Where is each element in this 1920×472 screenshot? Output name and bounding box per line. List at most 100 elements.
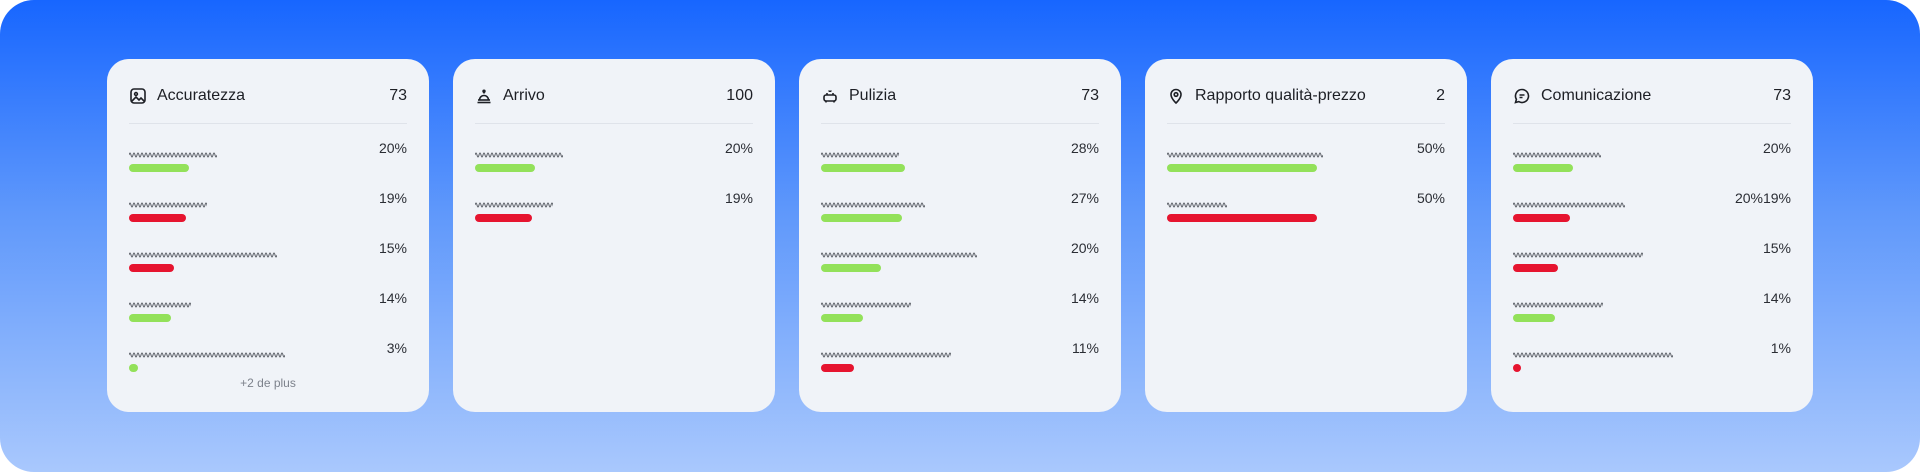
rating-row: 20% xyxy=(128,140,407,190)
redacted-label xyxy=(1166,196,1228,208)
rating-card-arrivo: Arrivo 100 20% 19% xyxy=(453,59,775,412)
card-score: 100 xyxy=(726,87,753,104)
card-score: 73 xyxy=(389,87,407,104)
row-percentage: 19% xyxy=(378,190,407,206)
row-bar xyxy=(821,314,863,322)
more-link[interactable]: +2 de plus xyxy=(240,376,296,390)
rating-card-rapporto-qualità-prezzo: Rapporto qualità-prezzo 2 50% 50% xyxy=(1145,59,1467,412)
redacted-label xyxy=(820,196,926,208)
row-percentage: 50% xyxy=(1416,140,1445,156)
row-bar xyxy=(1513,364,1521,372)
redacted-label xyxy=(820,146,902,158)
row-bar xyxy=(129,164,189,172)
row-percentage: 20% xyxy=(1070,240,1099,256)
redacted-label xyxy=(474,146,564,158)
rating-cards: Accuratezza 73 20% 19% 15% 14% 3% +2 de plus Arr… xyxy=(107,59,1813,412)
row-bar xyxy=(1513,214,1570,222)
redacted-label xyxy=(1512,146,1602,158)
rating-row: 20%19% xyxy=(1512,190,1791,240)
rating-row: 1% xyxy=(1512,340,1791,390)
rating-row: 11% xyxy=(820,340,1099,390)
row-bar xyxy=(821,264,881,272)
row-bar xyxy=(821,214,902,222)
redacted-label xyxy=(820,296,914,308)
rating-row: 20% xyxy=(820,240,1099,290)
row-percentage: 14% xyxy=(1762,290,1791,306)
rating-card-comunicazione: Comunicazione 73 20% 20%19% 15% 14% 1% xyxy=(1491,59,1813,412)
row-percentage: 20% xyxy=(378,140,407,156)
card-score: 2 xyxy=(1436,87,1445,104)
row-bar xyxy=(821,364,854,372)
redacted-label xyxy=(1512,246,1646,258)
rating-card-pulizia: Pulizia 73 28% 27% 20% 14% 11% xyxy=(799,59,1121,412)
rating-row: 15% xyxy=(1512,240,1791,290)
redacted-label xyxy=(820,346,954,358)
redacted-label xyxy=(820,246,978,258)
rating-row: 20% xyxy=(474,140,753,190)
redacted-label xyxy=(128,196,210,208)
card-header: Arrivo 100 xyxy=(475,81,753,124)
row-percentage: 15% xyxy=(1762,240,1791,256)
card-title: Rapporto qualità-prezzo xyxy=(1195,87,1366,104)
card-score: 73 xyxy=(1081,87,1099,104)
chat-bubble-icon xyxy=(1513,87,1531,105)
row-percentage: 20% xyxy=(1762,140,1791,156)
row-bar xyxy=(1167,214,1317,222)
sofa-icon xyxy=(821,87,839,105)
row-percentage: 20%19% xyxy=(1734,190,1791,206)
rating-row: 20% xyxy=(1512,140,1791,190)
card-header: Rapporto qualità-prezzo 2 xyxy=(1167,81,1445,124)
row-bar xyxy=(129,264,174,272)
row-bar xyxy=(129,314,171,322)
redacted-label xyxy=(1512,196,1626,208)
row-bar xyxy=(129,364,138,372)
row-percentage: 20% xyxy=(724,140,753,156)
card-header: Comunicazione 73 xyxy=(1513,81,1791,124)
location-pin-icon xyxy=(1167,87,1185,105)
rating-row: 14% xyxy=(128,290,407,340)
rating-row: 50% xyxy=(1166,190,1445,240)
row-bar xyxy=(1167,164,1317,172)
rating-row: 3% xyxy=(128,340,407,390)
rating-card-accuratezza: Accuratezza 73 20% 19% 15% 14% 3% +2 de plus xyxy=(107,59,429,412)
card-header: Pulizia 73 xyxy=(821,81,1099,124)
row-percentage: 11% xyxy=(1072,340,1099,356)
redacted-label xyxy=(1512,346,1674,358)
rating-row: 15% xyxy=(128,240,407,290)
redacted-label xyxy=(1512,296,1606,308)
row-bar xyxy=(475,164,535,172)
redacted-label xyxy=(128,246,278,258)
row-bar xyxy=(1513,164,1573,172)
redacted-label xyxy=(474,196,556,208)
rating-row: 50% xyxy=(1166,140,1445,190)
row-bar xyxy=(1513,264,1558,272)
rating-row: 27% xyxy=(820,190,1099,240)
card-title: Accuratezza xyxy=(157,87,246,104)
row-bar xyxy=(475,214,532,222)
card-title: Arrivo xyxy=(503,87,545,104)
row-percentage: 3% xyxy=(386,340,407,356)
row-percentage: 1% xyxy=(1770,340,1791,356)
row-percentage: 14% xyxy=(1070,290,1099,306)
row-bar xyxy=(1513,314,1555,322)
row-bar xyxy=(821,164,905,172)
row-percentage: 50% xyxy=(1416,190,1445,206)
card-score: 73 xyxy=(1773,87,1791,104)
row-percentage: 27% xyxy=(1070,190,1099,206)
row-percentage: 14% xyxy=(378,290,407,306)
redacted-label xyxy=(128,146,218,158)
rating-row: 19% xyxy=(128,190,407,240)
image-icon xyxy=(129,87,147,105)
row-percentage: 15% xyxy=(378,240,407,256)
bell-icon xyxy=(475,87,493,105)
card-title: Comunicazione xyxy=(1541,87,1652,104)
card-header: Accuratezza 73 xyxy=(129,81,407,124)
card-title: Pulizia xyxy=(849,87,897,104)
row-percentage: 28% xyxy=(1070,140,1099,156)
redacted-label xyxy=(1166,146,1324,158)
rating-row: 14% xyxy=(1512,290,1791,340)
row-bar xyxy=(129,214,186,222)
rating-row: 28% xyxy=(820,140,1099,190)
rating-row: 19% xyxy=(474,190,753,240)
